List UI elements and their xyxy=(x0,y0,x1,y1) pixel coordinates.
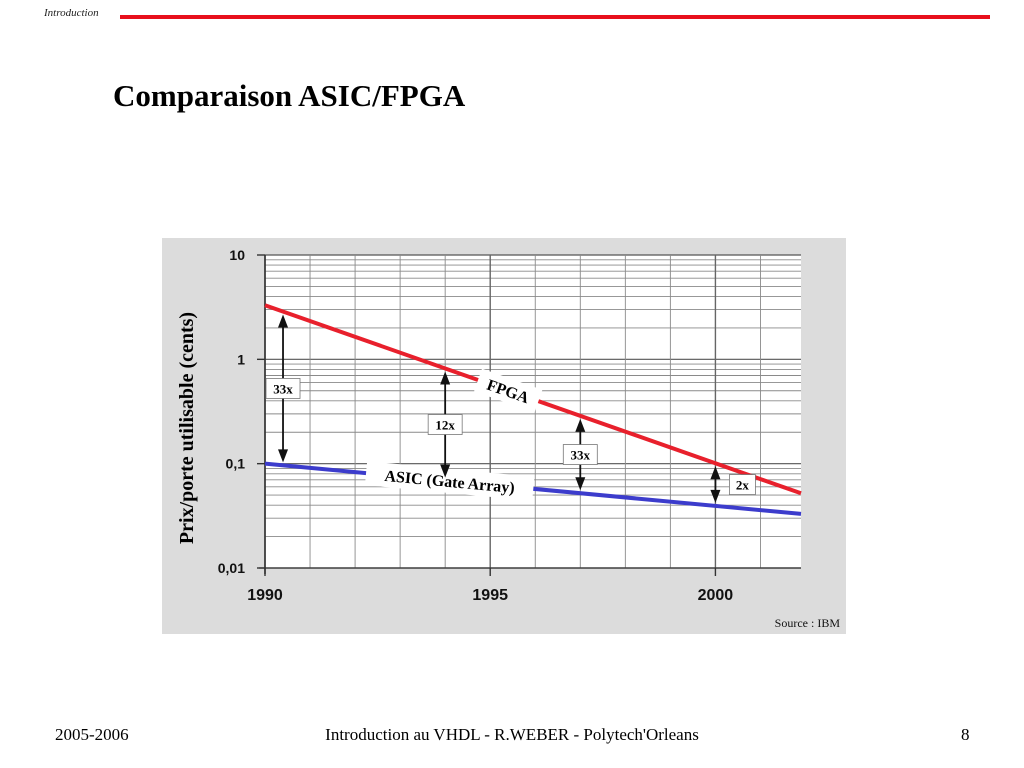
gap-arrow-down xyxy=(710,489,721,503)
gap-label: 12x xyxy=(435,418,455,433)
asic-series-label-bg xyxy=(364,461,535,501)
gap-arrow-up xyxy=(710,466,721,480)
x-tick-label: 1990 xyxy=(247,587,283,604)
section-label: Introduction xyxy=(44,7,99,19)
gap-label-box xyxy=(729,474,756,495)
chart-grid xyxy=(264,254,801,569)
gap-label: 33x xyxy=(571,448,591,463)
gap-label: 33x xyxy=(273,381,293,396)
footer-title: Introduction au VHDL - R.WEBER - Polytec… xyxy=(325,725,699,744)
x-tick-label: 1995 xyxy=(472,587,508,604)
slide-title: Comparaison ASIC/FPGA xyxy=(113,78,466,113)
gap-label: 2x xyxy=(736,478,750,493)
y-tick-label: 10 xyxy=(229,247,245,263)
y-axis-label: Prix/porte utilisable (cents) xyxy=(176,312,198,544)
gap-arrow-up xyxy=(440,371,451,385)
page-number: 8 xyxy=(961,725,970,744)
gap-arrow-down xyxy=(575,477,586,491)
gap-label-box xyxy=(562,444,598,465)
chart-annotations: 33x 12x 33x 2x xyxy=(265,314,756,503)
footer-date: 2005-2006 xyxy=(55,725,129,744)
header-rule xyxy=(120,15,990,19)
gap-label-box xyxy=(265,378,301,399)
gap-arrow-up xyxy=(575,418,586,432)
y-tick-label: 1 xyxy=(237,351,245,367)
x-tick-label: 2000 xyxy=(698,587,734,604)
source-note: Source : IBM xyxy=(775,616,841,630)
gap-arrow-down xyxy=(440,464,451,478)
gap-arrow-up xyxy=(278,314,289,328)
y-tick-label: 0,1 xyxy=(226,456,246,472)
gap-label-box xyxy=(427,414,463,435)
y-tick-label: 0,01 xyxy=(218,560,245,576)
gap-arrow-down xyxy=(278,449,289,463)
chart-panel: 10 1 0,1 0,01 1990 1995 2000 FPGA ASIC (Gate Ar… xyxy=(162,238,846,634)
fpga-series-label-bg xyxy=(474,368,543,413)
